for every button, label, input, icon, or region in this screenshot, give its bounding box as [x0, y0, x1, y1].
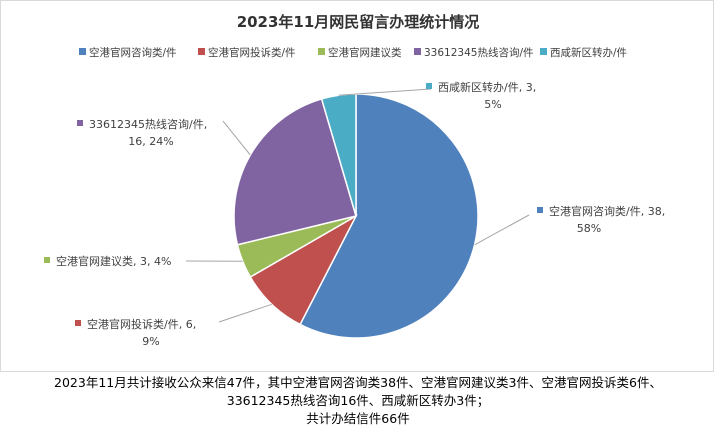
- data-label: 33612345热线咨询/件,: [89, 117, 207, 131]
- chart-title: 2023年11月网民留言办理统计情况: [237, 13, 480, 31]
- data-label: 58%: [577, 222, 601, 235]
- legend-entry: 西咸新区转办/件: [550, 46, 627, 59]
- label-swatch: [44, 257, 50, 263]
- data-label: 空港官网建议类, 3, 4%: [56, 254, 171, 268]
- pie-slice: [233, 98, 357, 246]
- leader-line: [474, 214, 530, 246]
- legend-entry: 33612345热线咨询/件: [424, 46, 533, 59]
- legend-swatch: [540, 48, 547, 55]
- data-label: 空港官网投诉类/件, 6,: [87, 317, 196, 331]
- data-label: 西咸新区转办/件, 3,: [438, 80, 536, 94]
- legend-swatch: [198, 48, 205, 55]
- legend-swatch: [79, 48, 86, 55]
- caption-line-2: 33612345热线咨询16件、西咸新区转办3件；: [226, 393, 490, 408]
- data-label: 空港官网咨询类/件, 38,: [549, 204, 665, 218]
- legend-swatch: [414, 48, 421, 55]
- label-swatch: [77, 120, 83, 126]
- label-swatch: [537, 207, 543, 213]
- data-label: 9%: [142, 335, 159, 348]
- caption-line-3: 共计办结信件66件: [306, 411, 410, 426]
- label-swatch: [75, 320, 81, 326]
- legend-entry: 空港官网建议类: [328, 46, 402, 59]
- chart-area: 2023年11月网民留言办理统计情况 空港官网咨询类/件 空港官网投诉类/件 空港官网…: [0, 0, 714, 372]
- pie-slice: [299, 93, 479, 339]
- data-label: 5%: [484, 98, 501, 111]
- legend-entry: 空港官网投诉类/件: [208, 46, 296, 59]
- legend-swatch: [318, 48, 325, 55]
- leader-line: [218, 303, 272, 323]
- leader-line: [222, 120, 251, 156]
- summary-caption: 2023年11月共计接收公众来信47件，其中空港官网咨询类38件、空港官网建议类…: [0, 374, 716, 432]
- label-swatch: [426, 83, 432, 89]
- data-label: 16, 24%: [128, 135, 173, 148]
- caption-line-1: 2023年11月共计接收公众来信47件，其中空港官网咨询类38件、空港官网建议类…: [54, 375, 662, 390]
- leader-line: [338, 88, 432, 96]
- legend-entry: 空港官网咨询类/件: [89, 46, 177, 59]
